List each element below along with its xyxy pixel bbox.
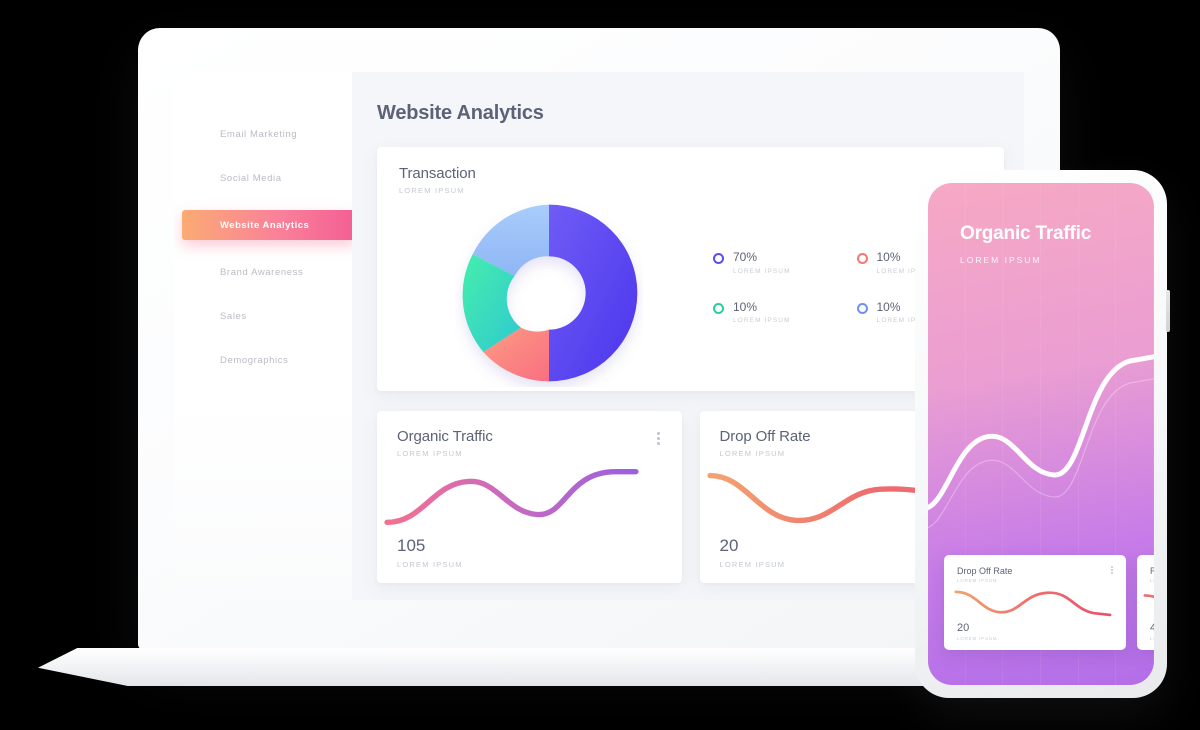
sidebar-item-label: Demographics (220, 354, 289, 366)
phone-gridlines (928, 183, 1154, 685)
drop-off-rate-value-sub: LOREM IPSUM (719, 560, 786, 569)
donut-chart (399, 199, 699, 387)
legend-sublabel: LOREM IPSUM (733, 267, 791, 275)
phone-card-value-sub: LO (1150, 636, 1154, 641)
legend-sublabel: LOREM IPSUM (876, 316, 935, 324)
legend-value: 10% (733, 299, 758, 314)
phone-card-sparkline-svg (1143, 594, 1154, 599)
transaction-card: Transaction LOREM IPSUM (377, 147, 1004, 391)
mini-cards-row: Organic Traffic LOREM IPSUM (377, 411, 1004, 583)
phone-card-value: 4 (1150, 622, 1154, 634)
page-title: Website Analytics (377, 102, 544, 124)
sidebar-item-website-analytics[interactable]: Website Analytics (182, 210, 357, 240)
legend-item[interactable]: 10% LOREM IPSUM (856, 299, 983, 324)
phone-card-subtitle: LO (1150, 578, 1154, 583)
legend-value: 10% (876, 299, 901, 314)
sidebar-item-label: Email Marketing (220, 128, 298, 140)
donut-chart-svg (462, 204, 638, 381)
sidebar-item-label: Brand Awareness (220, 266, 304, 278)
donut-slice-coral (483, 327, 549, 381)
donut-slice-purple (549, 204, 638, 381)
sidebar-item-social-media[interactable]: Social Media (174, 166, 352, 190)
sidebar-item-sales[interactable]: Sales (174, 304, 352, 328)
phone-secondary-card: R LO 4 LO (1137, 555, 1154, 650)
legend-ring-icon (856, 302, 868, 314)
legend-item[interactable]: 10% LOREM IPSUM (713, 299, 839, 324)
phone-cards-row: Drop Off Rate LOREM IPSUM (944, 555, 1154, 650)
phone-card-sparkline (1137, 583, 1154, 622)
legend-sublabel: LOREM IPSUM (733, 316, 791, 324)
phone-card-value-sub: LOREM IPSUM (957, 636, 998, 641)
organic-traffic-subtitle: LOREM IPSUM (397, 449, 463, 458)
legend-sublabel: LOREM IPSUM (876, 267, 935, 275)
phone-subtitle: LOREM IPSUM (960, 255, 1042, 265)
legend-value: 70% (733, 250, 758, 265)
organic-traffic-title: Organic Traffic (397, 428, 493, 445)
phone-card-value: 20 (957, 622, 970, 634)
phone-card-sparkline (944, 583, 1126, 622)
kebab-menu-icon[interactable] (657, 428, 662, 445)
kebab-menu-icon[interactable] (1111, 566, 1113, 574)
sidebar-item-label: Website Analytics (220, 219, 310, 231)
sidebar: Email Marketing Social Media Website Ana… (174, 72, 357, 600)
phone-hero-chart (928, 333, 1154, 533)
legend-item[interactable]: 10% LOREM IPSUM (856, 250, 983, 275)
phone-card-subtitle: LOREM IPSUM (957, 578, 998, 583)
transaction-card-title: Transaction (399, 165, 476, 182)
transaction-card-subtitle: LOREM IPSUM (399, 186, 465, 195)
organic-traffic-card: Organic Traffic LOREM IPSUM (377, 411, 682, 583)
donut-legend: 70% LOREM IPSUM 10% LOREM IPSUM (699, 251, 982, 333)
drop-off-rate-subtitle: LOREM IPSUM (719, 449, 786, 458)
main-content: Website Analytics Transaction LOREM IPSU… (352, 72, 1024, 600)
legend-ring-icon (713, 253, 724, 265)
donut-slice-blue (472, 204, 549, 276)
legend-item[interactable]: 70% LOREM IPSUM (713, 250, 839, 275)
phone-title: Organic Traffic (960, 223, 1092, 244)
phone-card-sparkline-svg (954, 590, 1112, 617)
laptop-mockup: Email Marketing Social Media Website Ana… (38, 28, 1160, 686)
sidebar-item-demographics[interactable]: Demographics (174, 348, 352, 372)
sidebar-item-brand-awareness[interactable]: Brand Awareness (174, 260, 352, 284)
phone-screen: Organic Traffic LOREM IPSUM Drop Off Rat… (928, 183, 1154, 685)
organic-traffic-value-sub: LOREM IPSUM (397, 560, 463, 569)
phone-card-title: Drop Off Rate (957, 566, 1013, 576)
sidebar-item-label: Social Media (220, 172, 282, 184)
phone-hero-chart-svg (928, 354, 1154, 529)
phone-drop-off-rate-card: Drop Off Rate LOREM IPSUM (944, 555, 1126, 650)
drop-off-rate-title: Drop Off Rate (719, 428, 811, 445)
phone-side-button[interactable] (1166, 290, 1170, 332)
laptop-screen: Email Marketing Social Media Website Ana… (174, 72, 1024, 600)
organic-traffic-sparkline-svg (384, 468, 639, 526)
sidebar-item-email-marketing[interactable]: Email Marketing (174, 122, 352, 146)
legend-value: 10% (876, 250, 901, 265)
transaction-card-header: Transaction LOREM IPSUM (399, 165, 982, 195)
donut-slice-teal (462, 253, 521, 352)
phone-mockup: Organic Traffic LOREM IPSUM Drop Off Rat… (915, 170, 1170, 698)
drop-off-rate-value: 20 (719, 536, 739, 555)
sidebar-item-label: Sales (220, 310, 247, 322)
organic-traffic-sparkline (377, 458, 682, 536)
phone-card-title: R (1150, 566, 1154, 576)
organic-traffic-value: 105 (397, 536, 426, 555)
legend-ring-icon (856, 253, 868, 265)
legend-ring-icon (713, 302, 724, 314)
